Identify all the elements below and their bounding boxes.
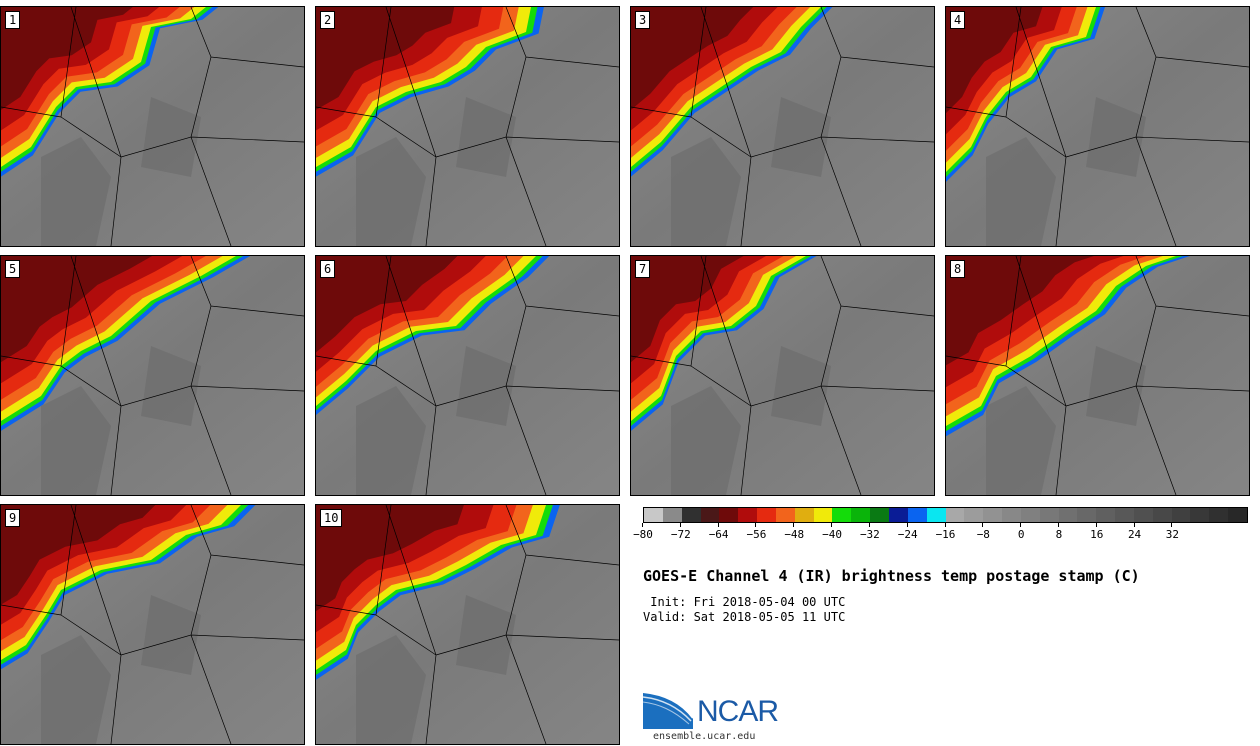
colorbar-tick-label: −16 <box>926 523 966 541</box>
satellite-map <box>631 7 934 246</box>
colorbar-swatch <box>1133 508 1153 522</box>
ncar-logo-icon <box>643 691 694 729</box>
map-panel: 6 <box>315 255 620 496</box>
colorbar-swatch <box>888 508 908 522</box>
map-panel: 5 <box>0 255 305 496</box>
colorbar-tick-label: 0 <box>1001 523 1041 541</box>
map-panel: 9 <box>0 504 305 745</box>
colorbar-swatch <box>1171 508 1191 522</box>
colorbar <box>643 507 1248 523</box>
colorbar-swatch <box>1096 508 1116 522</box>
colorbar-swatch <box>700 508 720 522</box>
map-panel: 4 <box>945 6 1250 247</box>
colorbar-swatch <box>1039 508 1059 522</box>
ncar-url: ensemble.ucar.edu <box>653 731 756 742</box>
map-panel: 10 <box>315 504 620 745</box>
colorbar-tick-label: −64 <box>699 523 739 541</box>
map-panel: 1 <box>0 6 305 247</box>
colorbar-tick-label: −72 <box>661 523 701 541</box>
figure-title: GOES-E Channel 4 (IR) brightness temp po… <box>643 567 1140 585</box>
panel-label: 3 <box>635 11 651 29</box>
panel-label: 2 <box>320 11 336 29</box>
satellite-map <box>631 256 934 495</box>
colorbar-swatch <box>738 508 758 522</box>
colorbar-swatch <box>1190 508 1210 522</box>
colorbar-swatch <box>1058 508 1078 522</box>
colorbar-swatch <box>1020 508 1040 522</box>
colorbar-swatch <box>832 508 852 522</box>
colorbar-swatch <box>719 508 739 522</box>
panel-label: 7 <box>635 260 651 278</box>
colorbar-swatch <box>964 508 984 522</box>
colorbar-swatch <box>1077 508 1097 522</box>
colorbar-swatch <box>1152 508 1172 522</box>
colorbar-tick-label: −48 <box>774 523 814 541</box>
colorbar-tick-label: 8 <box>1039 523 1079 541</box>
colorbar-swatch <box>926 508 946 522</box>
colorbar-swatch <box>681 508 701 522</box>
colorbar-tick-label: −32 <box>850 523 890 541</box>
colorbar-swatch <box>1002 508 1021 522</box>
satellite-map <box>316 505 619 744</box>
colorbar-swatch <box>1115 508 1134 522</box>
colorbar-swatch <box>794 508 814 522</box>
valid-time: Valid: Sat 2018-05-05 11 UTC <box>643 610 846 624</box>
colorbar-swatch <box>945 508 965 522</box>
satellite-map <box>946 7 1249 246</box>
colorbar-tick-label: −8 <box>963 523 1003 541</box>
colorbar-tick-label: 24 <box>1115 523 1155 541</box>
satellite-map <box>316 7 619 246</box>
colorbar-swatch <box>983 508 1003 522</box>
colorbar-tick-label: −24 <box>888 523 928 541</box>
colorbar-swatch <box>1209 508 1229 522</box>
panel-label: 10 <box>320 509 343 527</box>
colorbar-swatch <box>870 508 889 522</box>
colorbar-ticks: −80 −72 −64 −56 −48 −40 −32 −24 −16 −8 0 8 16 24 32 <box>633 523 1248 543</box>
colorbar-swatch <box>757 508 776 522</box>
colorbar-swatch <box>813 508 833 522</box>
panel-label: 5 <box>5 260 21 278</box>
colorbar-tick-label: 32 <box>1152 523 1192 541</box>
satellite-map <box>1 7 304 246</box>
colorbar-swatch <box>851 508 871 522</box>
map-panel: 7 <box>630 255 935 496</box>
colorbar-tick-label: −40 <box>812 523 852 541</box>
satellite-map <box>946 256 1249 495</box>
init-time: Init: Fri 2018-05-04 00 UTC <box>643 595 846 609</box>
colorbar-tick-label: −56 <box>736 523 776 541</box>
colorbar-swatch <box>644 508 663 522</box>
satellite-map <box>1 256 304 495</box>
panel-label: 6 <box>320 260 336 278</box>
colorbar-swatch <box>907 508 927 522</box>
colorbar-swatch <box>1228 508 1247 522</box>
panel-label: 4 <box>950 11 966 29</box>
colorbar-swatch <box>662 508 682 522</box>
map-panel: 3 <box>630 6 935 247</box>
colorbar-tick-label: −80 <box>623 523 663 541</box>
panel-label: 8 <box>950 260 966 278</box>
colorbar-swatch <box>775 508 795 522</box>
satellite-map <box>1 505 304 744</box>
satellite-map <box>316 256 619 495</box>
colorbar-tick-label: 16 <box>1077 523 1117 541</box>
map-panel: 8 <box>945 255 1250 496</box>
panel-label: 1 <box>5 11 21 29</box>
panel-label: 9 <box>5 509 21 527</box>
map-panel: 2 <box>315 6 620 247</box>
ncar-wordmark: NCAR <box>697 695 779 728</box>
